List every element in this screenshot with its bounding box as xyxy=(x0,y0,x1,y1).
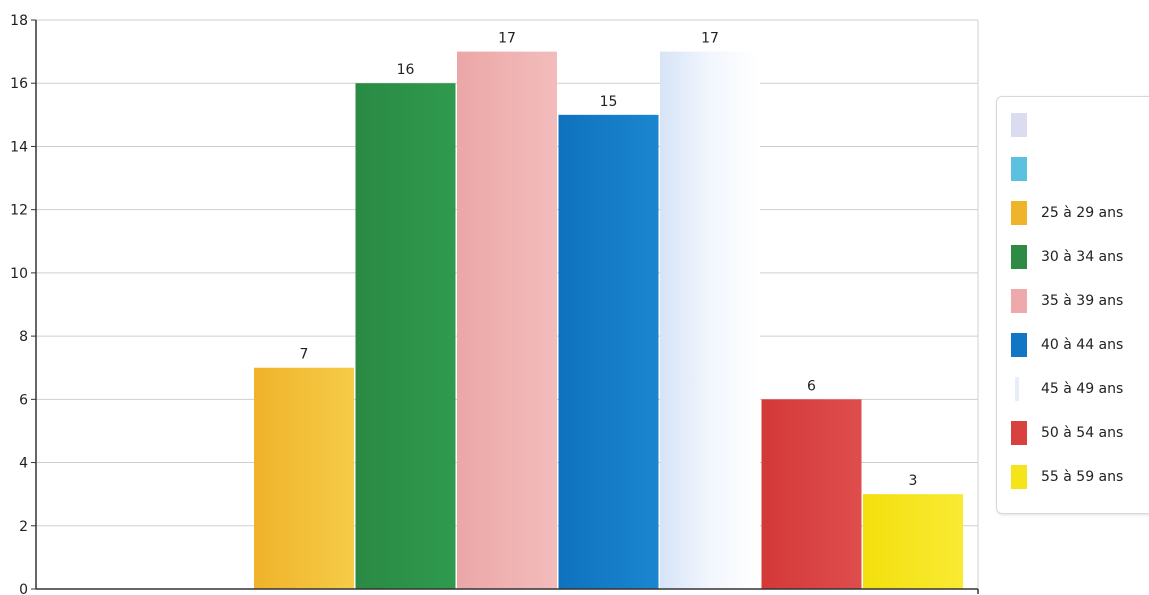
bar xyxy=(761,399,862,589)
data-label: 3 xyxy=(909,473,918,489)
y-tick-label: 6 xyxy=(19,392,28,408)
legend-item xyxy=(1011,113,1041,137)
legend-item: 55 à 59 ans xyxy=(1011,465,1123,489)
legend-swatch xyxy=(1011,157,1027,181)
data-label: 17 xyxy=(498,31,516,47)
legend-label: 50 à 54 ans xyxy=(1041,425,1124,441)
legend-item xyxy=(1011,157,1041,181)
bar xyxy=(457,51,557,590)
legend-label: 25 à 29 ans xyxy=(1041,205,1124,221)
legend-item: 35 à 39 ans xyxy=(1011,289,1123,313)
legend-label: 40 à 44 ans xyxy=(1041,337,1124,353)
legend-swatch xyxy=(1011,333,1027,357)
legend: 25 à 29 ans 30 à 34 ans 35 à 39 ans 40 à 44… xyxy=(996,96,1149,514)
data-label: 6 xyxy=(807,378,816,394)
legend-swatch xyxy=(1011,465,1027,489)
bar xyxy=(660,51,760,590)
axes: 0 2 4 6 8 10 12 14 16 18 xyxy=(10,13,979,595)
bar xyxy=(558,114,659,589)
y-tick-label: 10 xyxy=(10,266,28,282)
legend-swatch xyxy=(1011,245,1027,269)
legend-item: 25 à 29 ans xyxy=(1011,201,1123,225)
y-tick-label: 18 xyxy=(10,13,28,29)
legend-label: 45 à 49 ans xyxy=(1041,381,1124,397)
legend-item: 30 à 34 ans xyxy=(1011,245,1123,269)
y-tick-label: 16 xyxy=(10,76,28,92)
legend-swatch xyxy=(1011,289,1027,313)
y-tick-label: 2 xyxy=(19,519,28,535)
legend-item: 45 à 49 ans xyxy=(1011,377,1123,401)
y-tick-label: 14 xyxy=(10,139,28,155)
legend-swatch xyxy=(1011,113,1027,137)
data-label: 17 xyxy=(701,31,719,47)
legend-item: 50 à 54 ans xyxy=(1011,421,1123,445)
legend-label: 30 à 34 ans xyxy=(1041,249,1124,265)
legend-item: 40 à 44 ans xyxy=(1011,333,1123,357)
data-label: 15 xyxy=(600,94,618,110)
y-tick-label: 8 xyxy=(19,329,28,345)
y-tick-label: 0 xyxy=(19,582,28,595)
data-label: 7 xyxy=(300,347,309,363)
legend-label: 35 à 39 ans xyxy=(1041,293,1124,309)
y-tick-label: 4 xyxy=(19,456,28,472)
data-labels: 7 16 17 15 17 6 3 xyxy=(300,31,918,490)
bar xyxy=(254,367,354,589)
data-label: 16 xyxy=(397,62,415,78)
legend-swatch xyxy=(1015,377,1019,401)
bars xyxy=(254,51,963,590)
y-tick-label: 12 xyxy=(10,203,28,219)
legend-swatch xyxy=(1011,421,1027,445)
bar xyxy=(355,83,456,589)
bar xyxy=(863,494,963,589)
legend-swatch xyxy=(1011,201,1027,225)
legend-label: 55 à 59 ans xyxy=(1041,469,1124,485)
